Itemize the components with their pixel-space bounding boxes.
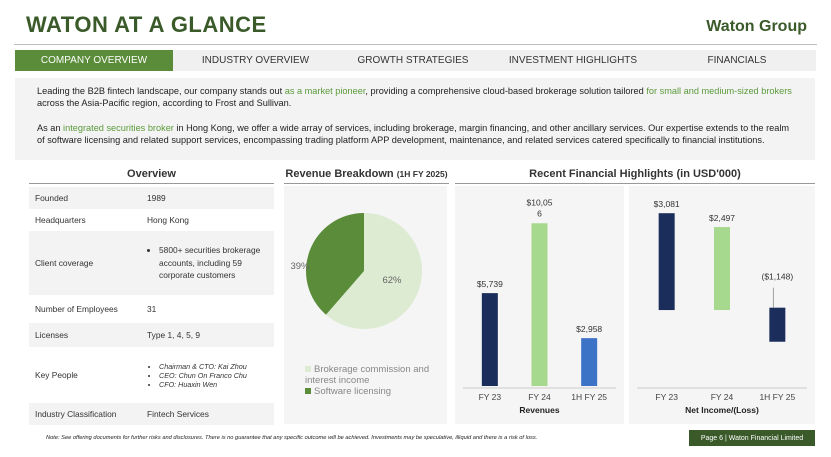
row-value: Chairman & CTO: Kai Zhou CEO: Chun On Fr… (141, 347, 274, 403)
revenue-breakdown-title: Revenue Breakdown (285, 168, 394, 180)
row-value: 5800+ securities brokerage accounts, inc… (141, 231, 274, 295)
disclaimer-note: Note: See offering documents for further… (46, 435, 538, 441)
pie-slice (306, 213, 364, 315)
tab-investment-highlights[interactable]: INVESTMENT HIGHLIGHTS (508, 55, 638, 66)
list-item: 5800+ securities brokerage accounts, inc… (159, 244, 268, 282)
legend-swatch (305, 366, 311, 373)
bar-data-label: $2,497 (709, 213, 735, 223)
overview-rule (29, 183, 274, 184)
bar (531, 223, 548, 386)
x-axis-label: Net Income/(Loss) (685, 405, 759, 415)
bar-data-label: $2,958 (576, 324, 602, 334)
row-key: Client coverage (35, 258, 94, 268)
intro-paragraph-1: Leading the B2B fintech landscape, our c… (37, 86, 799, 109)
overview-table: Founded 1989 Headquarters Hong Kong Clie… (29, 187, 274, 425)
x-tick-label: FY 23 (655, 392, 678, 402)
nav-tabs: COMPANY OVERVIEW INDUSTRY OVERVIEW GROWT… (15, 50, 816, 71)
page-title: WATON AT A GLANCE (26, 12, 267, 37)
legend-label: Software licensing (314, 386, 392, 397)
list-item: Chairman & CTO: Kai Zhou (159, 362, 268, 371)
table-row: Founded 1989 (29, 187, 274, 209)
row-key: Headquarters (35, 215, 86, 225)
bar-data-label: 6 (537, 208, 542, 218)
row-value: Type 1, 4, 5, 9 (147, 330, 201, 340)
bar (481, 293, 498, 386)
intro-p1-highlight: as a market pioneer (284, 86, 366, 96)
revenue-breakdown-heading: Revenue Breakdown (1H FY 2025) (284, 168, 449, 180)
row-value: 1989 (147, 193, 166, 203)
list-item: CEO: Chun On Franco Chu (159, 371, 268, 380)
legend-swatch (305, 388, 311, 395)
net-income-bar-chart: $3,081 FY 23 $2,497 FY 24 ($1,148) 1H FY 25Ne… (637, 199, 807, 415)
revenue-breakdown-rule (284, 183, 449, 184)
intro-p2-text: in Hong Kong, we offer a wide array of s… (37, 123, 790, 145)
x-tick-label: 1H FY 25 (759, 392, 795, 402)
overview-heading: Overview (127, 168, 176, 180)
pie-legend: Brokerage commission and interest income… (305, 364, 445, 397)
intro-p2-text: As an (37, 123, 64, 133)
x-tick-label: FY 23 (479, 392, 502, 402)
financial-highlights-heading: Recent Financial Highlights (in USD'000) (529, 168, 741, 180)
pie-slice (325, 213, 423, 329)
table-row: Headquarters Hong Kong (29, 209, 274, 231)
intro-panel (15, 78, 815, 160)
tab-industry-overview[interactable]: INDUSTRY OVERVIEW (201, 55, 310, 66)
tab-financials[interactable]: FINANCIALS (707, 55, 767, 66)
tab-company-overview[interactable]: COMPANY OVERVIEW (15, 50, 173, 71)
row-key: Key People (35, 370, 78, 380)
row-value: 31 (147, 304, 157, 314)
x-tick-label: FY 24 (711, 392, 734, 402)
pie-slices (306, 213, 423, 329)
legend-label: Brokerage commission and interest income (305, 364, 430, 386)
financial-highlights-rule (455, 183, 815, 184)
intro-p1-text: Leading the B2B fintech landscape, our c… (37, 86, 285, 96)
legend-item: Brokerage commission and interest income (305, 364, 445, 386)
row-value: Fintech Services (147, 409, 209, 419)
bar (581, 338, 598, 386)
page-footer: Page 6 | Waton Financial Limited (689, 430, 815, 446)
brand-name: Waton Group (706, 18, 807, 35)
bar-data-label: $3,081 (654, 199, 680, 209)
list-item: CFO: Huaxin Wen (159, 380, 268, 389)
x-tick-label: FY 24 (528, 392, 551, 402)
row-key: Industry Classification (35, 409, 117, 419)
row-value: Hong Kong (147, 215, 189, 225)
x-tick-label: 1H FY 25 (571, 392, 607, 402)
intro-p2-highlight: integrated securities broker (63, 123, 174, 133)
row-key: Number of Employees (35, 304, 118, 314)
pie-label: 39% (290, 261, 310, 272)
bar-data-label: ($1,148) (761, 272, 793, 282)
revenue-bar-chart: $5,739 FY 23 $10,056 FY 24 $2,958 1H FY 25 Rev… (463, 197, 616, 415)
row-key: Founded (35, 193, 69, 203)
bar (769, 307, 786, 342)
pie-label: 62% (382, 275, 402, 286)
table-row: Key People Chairman & CTO: Kai Zhou CEO:… (29, 347, 274, 403)
intro-p1-text: , providing a comprehensive cloud-based … (365, 86, 647, 96)
header-divider (14, 44, 817, 45)
table-row: Number of Employees 31 (29, 295, 274, 323)
intro-p1-text: across the Asia-Pacific region, accordin… (37, 97, 292, 108)
tab-growth-strategies[interactable]: GROWTH STRATEGIES (357, 55, 469, 66)
intro-paragraph-2: As an integrated securities broker in Ho… (37, 123, 799, 146)
revenue-breakdown-subtitle: (1H FY 2025) (396, 169, 448, 179)
table-row: Industry Classification Fintech Services (29, 403, 274, 425)
bar (658, 213, 675, 311)
row-key: Licenses (35, 330, 69, 340)
bar (714, 227, 730, 311)
bar-data-label: $10,05 (527, 197, 553, 207)
intro-p1-highlight: for small and medium-sized brokers (646, 86, 792, 96)
pie-chart: 62% 39% (290, 213, 423, 329)
x-axis-label: Revenues (519, 405, 559, 415)
table-row: Licenses Type 1, 4, 5, 9 (29, 323, 274, 347)
legend-item: Software licensing (305, 386, 445, 397)
bar-data-label: $5,739 (477, 279, 503, 289)
table-row: Client coverage 5800+ securities brokera… (29, 231, 274, 295)
